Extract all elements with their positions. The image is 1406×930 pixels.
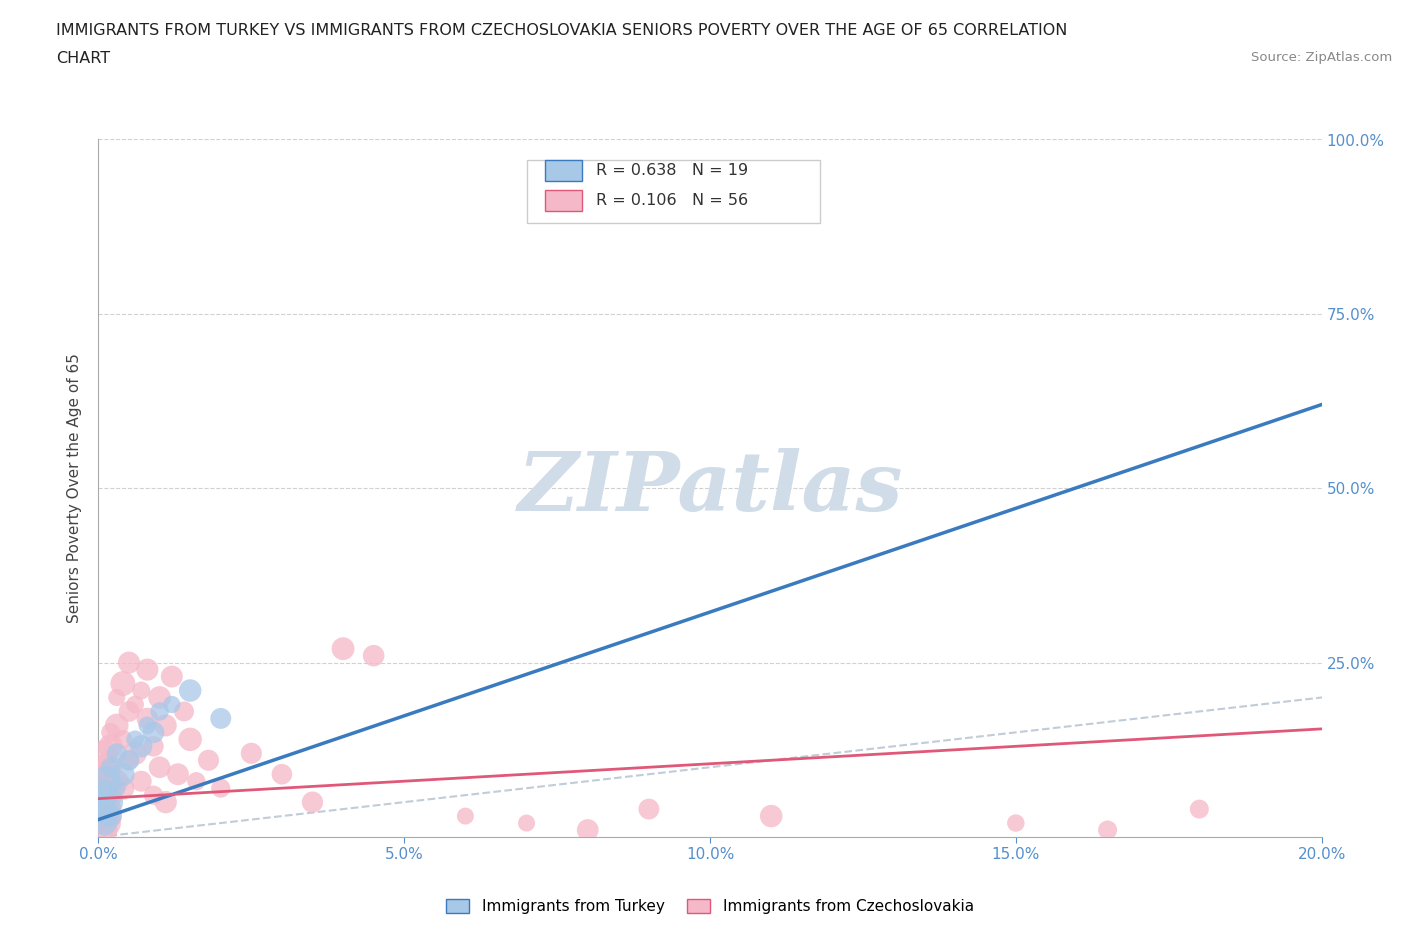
Text: CHART: CHART <box>56 51 110 66</box>
Point <box>111 732 134 747</box>
Point <box>136 711 159 725</box>
Point <box>97 794 120 809</box>
Point <box>118 656 141 671</box>
Point <box>516 816 538 830</box>
Point <box>1097 823 1119 838</box>
Point <box>637 802 661 817</box>
Point <box>301 794 323 809</box>
Point <box>118 753 141 768</box>
Point <box>149 760 172 775</box>
Point <box>179 732 201 747</box>
Point <box>454 809 477 824</box>
FancyBboxPatch shape <box>526 161 820 223</box>
Point <box>100 809 122 824</box>
Text: R = 0.638   N = 19: R = 0.638 N = 19 <box>596 164 748 179</box>
FancyBboxPatch shape <box>546 190 582 211</box>
Point <box>142 738 165 753</box>
Text: R = 0.106   N = 56: R = 0.106 N = 56 <box>596 193 748 207</box>
Point <box>136 662 159 677</box>
Point <box>91 788 114 803</box>
Point <box>1004 816 1026 830</box>
Point <box>209 781 232 796</box>
Point <box>93 766 115 781</box>
Point <box>91 788 114 803</box>
Point <box>167 766 190 781</box>
Point <box>332 642 354 657</box>
Point <box>90 802 112 817</box>
Point <box>1188 802 1211 817</box>
Point <box>118 704 141 719</box>
Point <box>111 676 134 691</box>
Point <box>100 788 122 803</box>
Point <box>105 781 128 796</box>
Point <box>129 683 152 698</box>
Point <box>270 766 292 781</box>
Point <box>97 816 120 830</box>
FancyBboxPatch shape <box>546 161 582 181</box>
Point <box>105 746 128 761</box>
Point <box>124 698 146 712</box>
Point <box>155 718 177 733</box>
Point <box>93 816 115 830</box>
Point <box>124 732 146 747</box>
Point <box>149 690 172 705</box>
Point <box>91 823 114 838</box>
Point <box>90 809 112 824</box>
Point <box>142 788 165 803</box>
Point <box>160 670 183 684</box>
Point <box>100 809 122 824</box>
Point <box>90 774 112 789</box>
Point <box>155 794 177 809</box>
Point <box>118 753 141 768</box>
Point <box>124 746 146 761</box>
Point <box>94 781 117 796</box>
Point <box>179 683 201 698</box>
Point <box>105 774 128 789</box>
Text: Source: ZipAtlas.com: Source: ZipAtlas.com <box>1251 51 1392 64</box>
Point <box>576 823 599 838</box>
Point <box>105 718 128 733</box>
Point <box>759 809 782 824</box>
Point <box>129 738 152 753</box>
Point <box>142 725 165 740</box>
Point <box>100 760 122 775</box>
Point <box>93 746 115 761</box>
Point <box>240 746 263 761</box>
Point <box>197 753 219 768</box>
Point <box>111 766 134 781</box>
Y-axis label: Seniors Poverty Over the Age of 65: Seniors Poverty Over the Age of 65 <box>67 353 83 623</box>
Text: ZIPatlas: ZIPatlas <box>517 448 903 528</box>
Point <box>93 802 115 817</box>
Point <box>149 704 172 719</box>
Point <box>111 781 134 796</box>
Point <box>129 774 152 789</box>
Point <box>94 774 117 789</box>
Point <box>186 774 208 789</box>
Point <box>100 725 122 740</box>
Point <box>136 718 159 733</box>
Point <box>209 711 232 725</box>
Point <box>173 704 195 719</box>
Point <box>363 648 385 663</box>
Point <box>97 760 120 775</box>
Text: IMMIGRANTS FROM TURKEY VS IMMIGRANTS FROM CZECHOSLOVAKIA SENIORS POVERTY OVER TH: IMMIGRANTS FROM TURKEY VS IMMIGRANTS FRO… <box>56 23 1067 38</box>
Legend: Immigrants from Turkey, Immigrants from Czechoslovakia: Immigrants from Turkey, Immigrants from … <box>440 893 980 920</box>
Point <box>105 690 128 705</box>
Point <box>160 698 183 712</box>
Point <box>89 794 111 809</box>
Point <box>100 738 122 753</box>
